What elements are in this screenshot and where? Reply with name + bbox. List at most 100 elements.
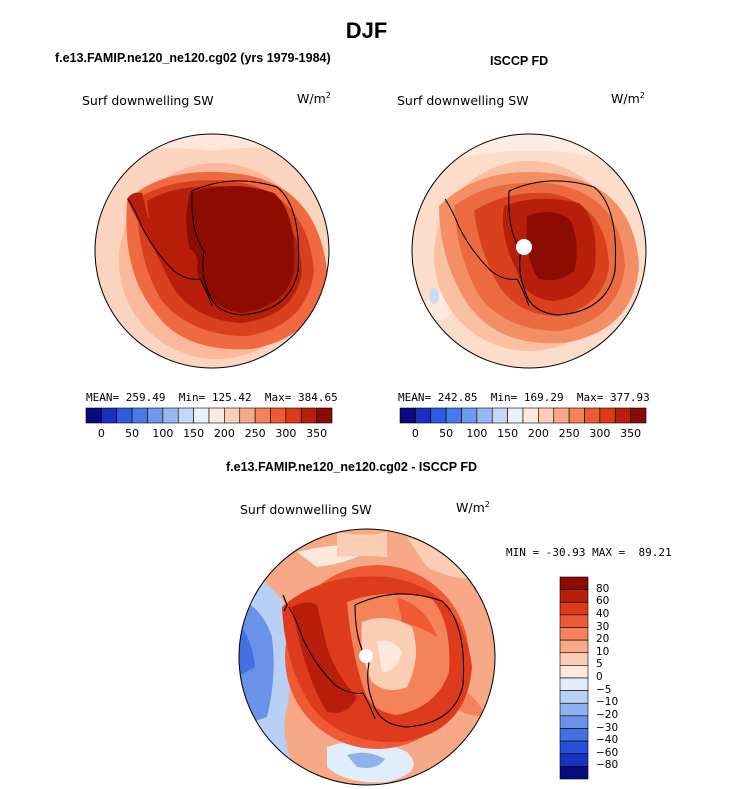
colorbar-tick-label: 200 bbox=[213, 427, 235, 440]
colorbar-swatch bbox=[559, 690, 589, 704]
colorbar-swatch bbox=[491, 407, 508, 424]
left-variable-label: Surf downwelling SW bbox=[82, 93, 214, 108]
colorbar-swatch bbox=[445, 407, 462, 424]
right-units-label: W/m2 bbox=[611, 91, 645, 107]
colorbar-swatch bbox=[399, 407, 416, 424]
colorbar-swatch bbox=[559, 627, 589, 641]
colorbar-swatch bbox=[559, 639, 589, 654]
colorbar-swatch bbox=[559, 766, 589, 780]
colorbar-swatch bbox=[559, 614, 589, 628]
colorbar-swatch bbox=[254, 407, 271, 424]
colorbar-tick-label: 250 bbox=[558, 427, 580, 440]
colorbar-swatch bbox=[239, 407, 256, 424]
colorbar-swatch bbox=[559, 589, 589, 603]
colorbar-swatch bbox=[559, 576, 589, 590]
colorbar-tick-label: 350 bbox=[620, 427, 642, 440]
difference-colorbar-ticks: 80 60 40 30 20 10 5 0 −5 −10 −20 −30 −40 −60 −80 bbox=[596, 577, 636, 779]
diff-variable-label: Surf downwelling SW bbox=[240, 502, 372, 517]
colorbar-swatch bbox=[538, 407, 555, 424]
colorbar-tick-label: −60 bbox=[596, 746, 619, 759]
colorbar-tick-label: 5 bbox=[596, 658, 603, 671]
colorbar-tick-label: 50 bbox=[439, 427, 454, 440]
colorbar-swatch bbox=[584, 407, 601, 424]
diff-panel-title: f.e13.FAMIP.ne120_ne120.cg02 - ISCCP FD bbox=[226, 460, 478, 474]
colorbar-swatch bbox=[568, 407, 585, 424]
colorbar-swatch bbox=[285, 407, 302, 424]
difference-map bbox=[238, 528, 496, 786]
observations-map bbox=[411, 133, 647, 369]
colorbar-swatch bbox=[224, 407, 241, 424]
colorbar-tick-label: −10 bbox=[596, 696, 619, 709]
colorbar-swatch bbox=[131, 407, 148, 424]
colorbar-swatch bbox=[85, 407, 102, 424]
colorbar-tick-label: −5 bbox=[596, 683, 612, 696]
colorbar-tick-label: 250 bbox=[244, 427, 266, 440]
colorbar-swatch bbox=[300, 407, 317, 424]
difference-colorbar bbox=[559, 576, 589, 780]
observations-stats: MEAN= 242.85 Min= 169.29 Max= 377.93 bbox=[398, 391, 650, 404]
colorbar-swatch bbox=[461, 407, 478, 424]
colorbar-tick-label: 20 bbox=[596, 633, 610, 646]
diff-stats: MIN = -30.93 MAX = 89.21 bbox=[506, 546, 672, 559]
colorbar-swatch bbox=[476, 407, 493, 424]
colorbar-tick-label: 0 bbox=[411, 427, 419, 440]
colorbar-tick-label: 150 bbox=[183, 427, 205, 440]
colorbar-tick-label: −30 bbox=[596, 721, 619, 734]
colorbar-swatch bbox=[193, 407, 210, 424]
colorbar-tick-label: 80 bbox=[596, 582, 610, 595]
colorbar-swatch bbox=[101, 407, 118, 424]
observations-colorbar-ticks: 0 50 100 150 200 250 300 350 bbox=[400, 427, 646, 441]
figure-title: DJF bbox=[345, 18, 388, 43]
colorbar-swatch bbox=[415, 407, 432, 424]
left-panel-title: f.e13.FAMIP.ne120_ne120.cg02 (yrs 1979-1… bbox=[55, 51, 331, 65]
colorbar-swatch bbox=[177, 407, 194, 424]
colorbar-swatch bbox=[559, 715, 589, 729]
colorbar-tick-label: 300 bbox=[275, 427, 297, 440]
colorbar-swatch bbox=[208, 407, 225, 424]
colorbar-swatch bbox=[147, 407, 164, 424]
colorbar-tick-label: 350 bbox=[306, 427, 328, 440]
colorbar-tick-label: −40 bbox=[596, 734, 619, 747]
right-variable-label: Surf downwelling SW bbox=[397, 93, 529, 108]
colorbar-swatch bbox=[614, 407, 631, 424]
left-units-label: W/m2 bbox=[297, 91, 331, 107]
colorbar-swatch bbox=[559, 677, 589, 691]
colorbar-swatch bbox=[559, 652, 589, 666]
colorbar-swatch bbox=[162, 407, 179, 424]
colorbar-swatch bbox=[559, 702, 589, 717]
colorbar-swatch bbox=[630, 407, 647, 424]
colorbar-tick-label: 10 bbox=[596, 645, 610, 658]
colorbar-swatch bbox=[559, 740, 589, 755]
colorbar-tick-label: 300 bbox=[589, 427, 611, 440]
model-colorbar bbox=[85, 407, 333, 424]
colorbar-tick-label: 0 bbox=[97, 427, 105, 440]
colorbar-tick-label: 200 bbox=[527, 427, 549, 440]
colorbar-swatch bbox=[507, 407, 524, 424]
colorbar-swatch bbox=[559, 728, 589, 742]
colorbar-tick-label: 150 bbox=[497, 427, 519, 440]
colorbar-swatch bbox=[522, 407, 539, 424]
model-colorbar-ticks: 0 50 100 150 200 250 300 350 bbox=[86, 427, 332, 441]
colorbar-tick-label: 100 bbox=[466, 427, 488, 440]
colorbar-tick-label: 60 bbox=[596, 595, 610, 608]
colorbar-swatch bbox=[559, 601, 589, 616]
right-panel-title: ISCCP FD bbox=[490, 54, 549, 68]
colorbar-swatch bbox=[599, 407, 616, 424]
diff-units-label: W/m2 bbox=[456, 500, 490, 516]
colorbar-swatch bbox=[559, 753, 589, 767]
colorbar-tick-label: 50 bbox=[125, 427, 140, 440]
colorbar-swatch bbox=[116, 407, 133, 424]
colorbar-tick-label: 40 bbox=[596, 607, 610, 620]
colorbar-tick-label: 0 bbox=[596, 671, 603, 683]
colorbar-swatch bbox=[553, 407, 570, 424]
colorbar-tick-label: −20 bbox=[596, 708, 619, 721]
model-map bbox=[94, 133, 330, 369]
colorbar-swatch bbox=[430, 407, 447, 424]
colorbar-tick-label: 30 bbox=[596, 620, 610, 633]
colorbar-tick-label: 100 bbox=[152, 427, 174, 440]
colorbar-tick-label: −80 bbox=[596, 759, 619, 772]
colorbar-swatch bbox=[316, 407, 333, 424]
colorbar-swatch bbox=[559, 665, 589, 679]
colorbar-swatch bbox=[270, 407, 287, 424]
model-stats: MEAN= 259.49 Min= 125.42 Max= 384.65 bbox=[86, 391, 338, 404]
